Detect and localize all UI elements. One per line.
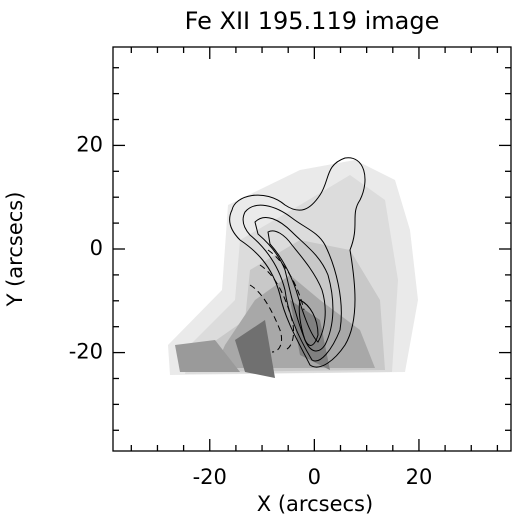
negative-contours xyxy=(249,249,305,353)
x-tick-label: 20 xyxy=(406,465,433,489)
chart-title: Fe XII 195.119 image xyxy=(185,7,440,35)
y-tick-label: -20 xyxy=(69,340,103,364)
x-axis-label: X (arcsecs) xyxy=(257,492,373,516)
x-tick-label: -20 xyxy=(193,465,227,489)
x-tick-label: 0 xyxy=(308,465,321,489)
y-tick-label: 0 xyxy=(90,236,103,260)
contours xyxy=(229,157,366,368)
image xyxy=(168,160,418,378)
y-tick-label: 20 xyxy=(76,132,103,156)
y-axis-label: Y (arcsecs) xyxy=(3,192,27,308)
